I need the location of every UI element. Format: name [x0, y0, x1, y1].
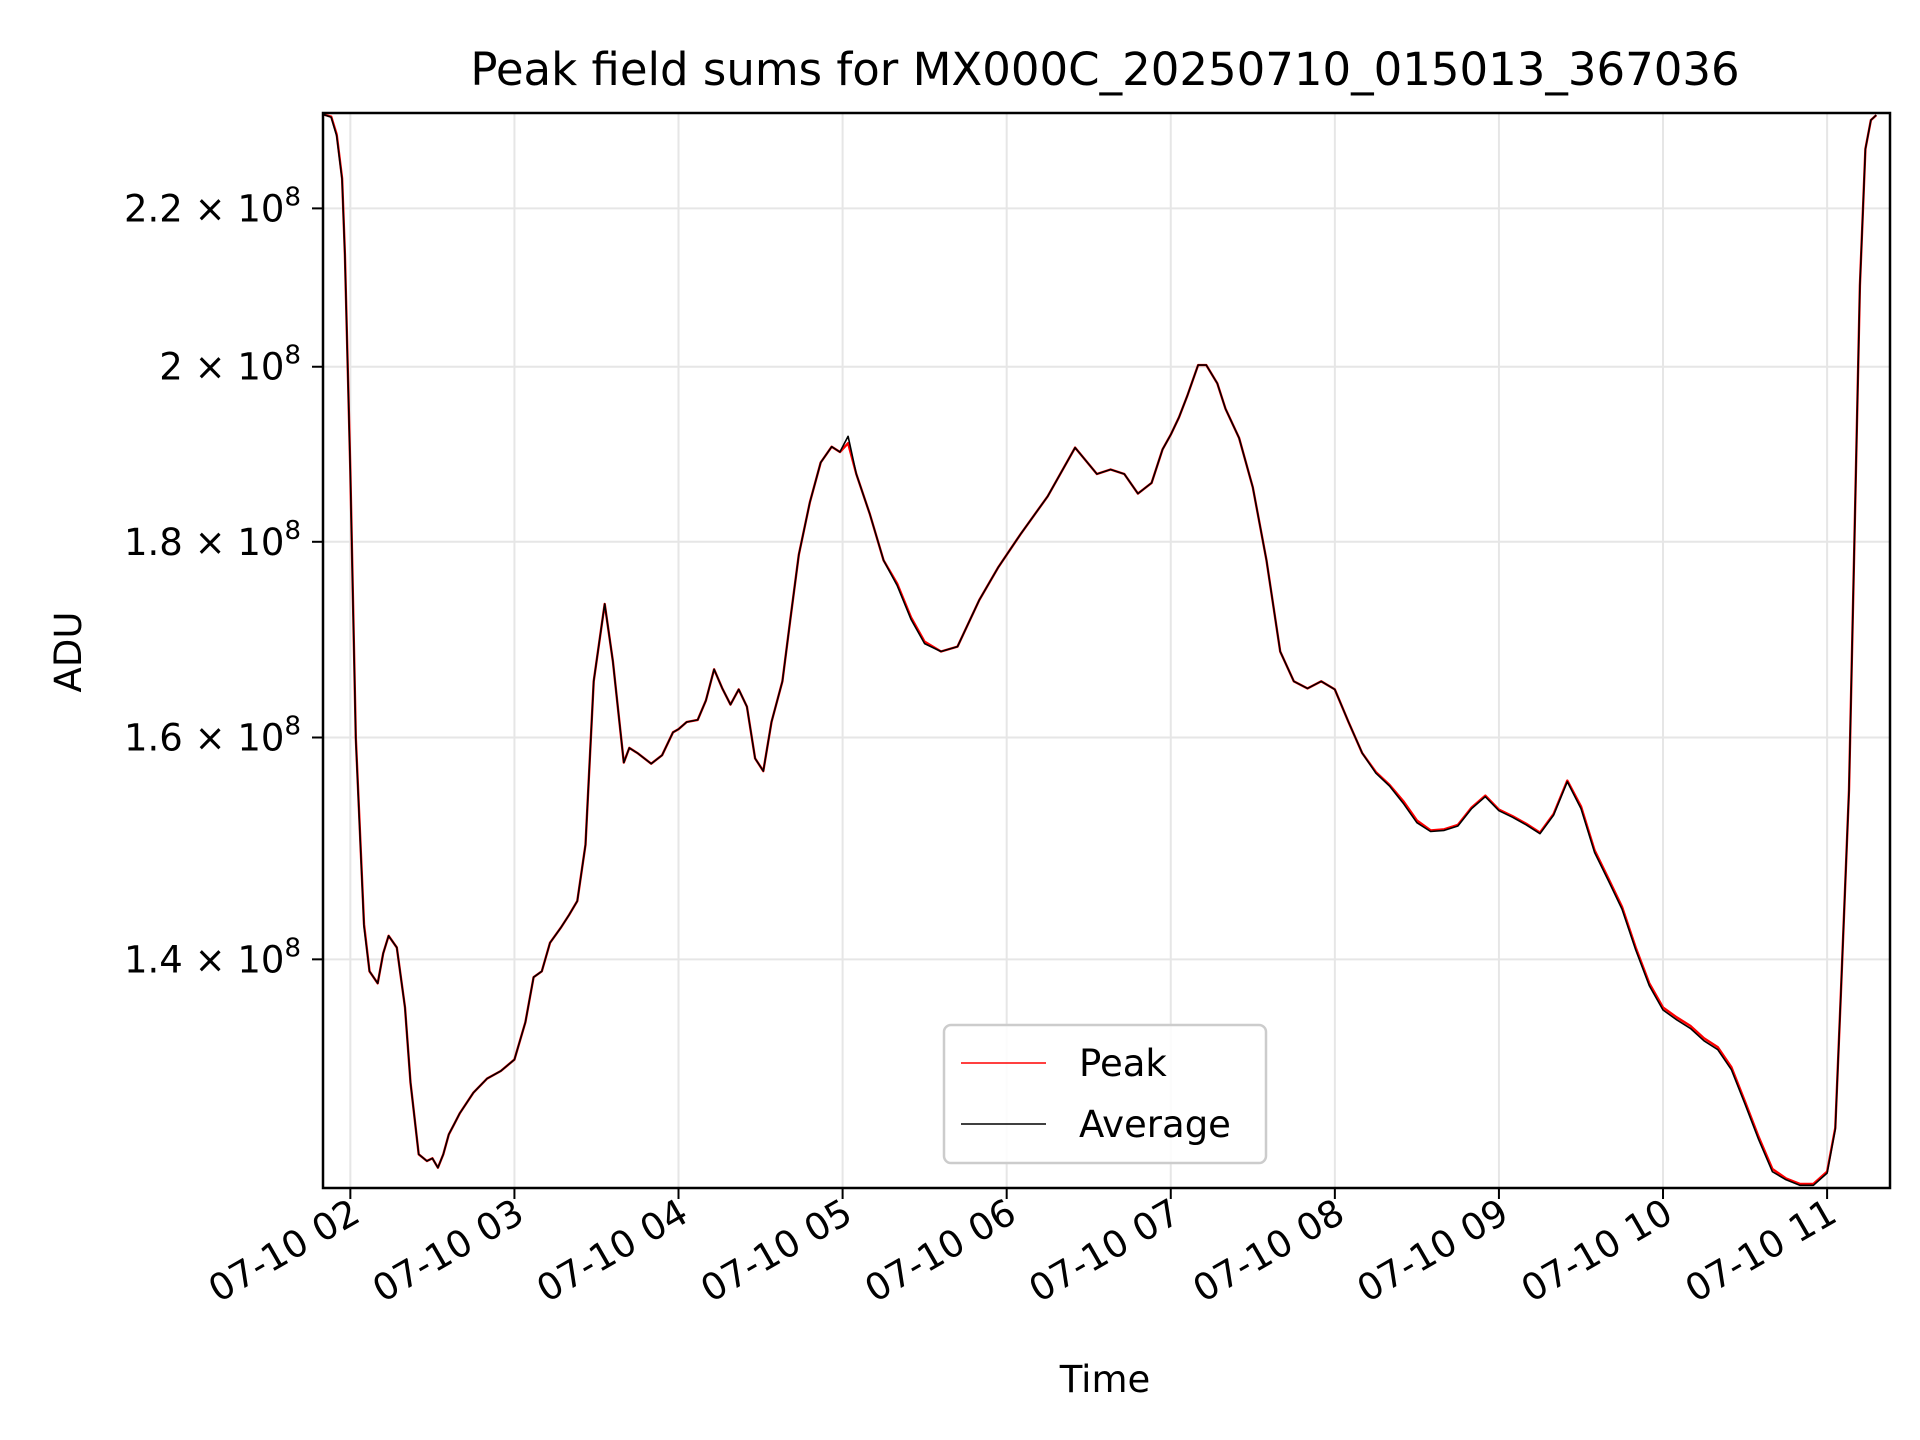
y-tick-exponent: 8	[284, 711, 301, 741]
y-tick-label: 2.2 × 108	[124, 182, 301, 230]
legend: Peak Average	[942, 1023, 1268, 1165]
svg-text:1.8 × 108: 1.8 × 108	[124, 516, 301, 564]
svg-text:1.6 × 108: 1.6 × 108	[124, 711, 301, 759]
series-layer	[323, 113, 1878, 1187]
series-line-average	[323, 113, 1877, 1187]
svg-text:2 × 108: 2 × 108	[159, 341, 301, 389]
y-tick-label: 2 × 108	[159, 341, 301, 389]
plot-area-frame	[321, 111, 1892, 1190]
svg-text:2.2 × 108: 2.2 × 108	[124, 182, 301, 230]
y-tick-label: 1.4 × 108	[124, 933, 301, 981]
y-tick-label: 1.8 × 108	[124, 516, 301, 564]
y-axis-label: ADU	[47, 612, 90, 693]
grid	[323, 113, 1890, 1188]
y-tick-mantissa: 2.2	[124, 187, 183, 230]
legend-box	[942, 1023, 1268, 1165]
x-axis-label: Time	[1059, 1358, 1151, 1401]
y-tick-label: 1.6 × 108	[124, 711, 301, 759]
y-tick-exponent: 8	[284, 182, 301, 212]
y-tick-mantissa: 1.6	[124, 716, 183, 759]
y-tick-exponent: 8	[284, 516, 301, 546]
legend-label-average: Average	[1079, 1103, 1231, 1146]
y-tick-mantissa: 2	[159, 346, 183, 389]
legend-label-peak: Peak	[1079, 1042, 1167, 1085]
chart-title: Peak field sums for MX000C_20250710_0150…	[470, 43, 1739, 96]
y-tick-exponent: 8	[284, 933, 301, 963]
y-tick-mantissa: 1.4	[124, 938, 183, 981]
y-tick-mantissa: 1.8	[124, 521, 183, 564]
y-tick-exponent: 8	[284, 341, 301, 371]
svg-text:1.4 × 108: 1.4 × 108	[124, 933, 301, 981]
